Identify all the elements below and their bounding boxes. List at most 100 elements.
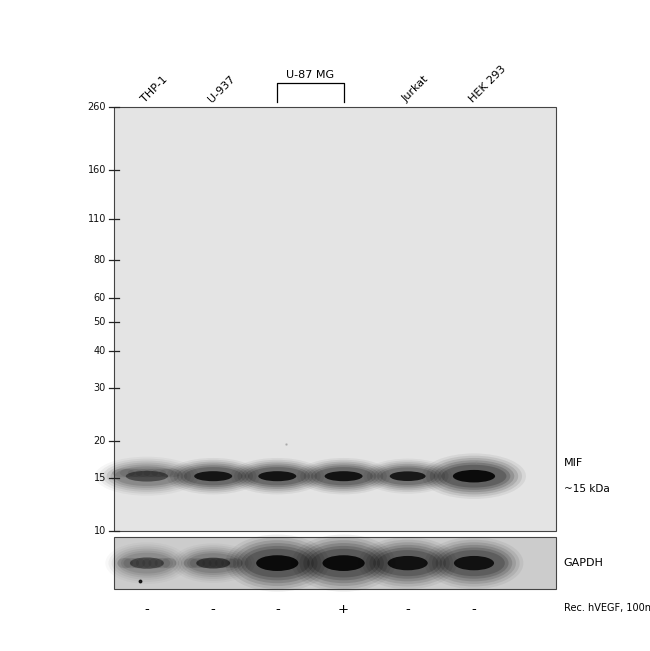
Ellipse shape: [432, 542, 516, 584]
Text: -: -: [275, 603, 280, 616]
Ellipse shape: [209, 558, 224, 568]
Ellipse shape: [370, 462, 445, 490]
Ellipse shape: [434, 460, 514, 492]
Ellipse shape: [114, 466, 179, 486]
Ellipse shape: [221, 558, 237, 568]
Ellipse shape: [120, 469, 142, 477]
Ellipse shape: [136, 558, 151, 568]
Ellipse shape: [377, 550, 439, 576]
Text: 10: 10: [94, 525, 106, 536]
Ellipse shape: [170, 460, 257, 493]
Ellipse shape: [196, 558, 212, 568]
Ellipse shape: [367, 460, 448, 492]
Ellipse shape: [300, 540, 388, 586]
Ellipse shape: [181, 465, 246, 487]
Text: +: +: [338, 603, 349, 616]
Text: -: -: [144, 603, 150, 616]
Ellipse shape: [430, 458, 518, 494]
Text: HEK 293: HEK 293: [467, 64, 508, 104]
Ellipse shape: [99, 458, 195, 493]
Ellipse shape: [174, 462, 253, 491]
Bar: [114, 537, 556, 589]
Ellipse shape: [390, 471, 426, 481]
Ellipse shape: [111, 464, 183, 488]
Ellipse shape: [214, 558, 230, 568]
Text: 20: 20: [94, 436, 106, 445]
Ellipse shape: [117, 558, 133, 568]
Ellipse shape: [443, 550, 505, 576]
Ellipse shape: [159, 469, 182, 477]
Ellipse shape: [292, 534, 396, 592]
Ellipse shape: [127, 469, 150, 477]
Ellipse shape: [118, 551, 176, 575]
Ellipse shape: [453, 470, 495, 482]
Ellipse shape: [428, 540, 519, 587]
Ellipse shape: [161, 558, 177, 568]
Ellipse shape: [297, 458, 391, 494]
Ellipse shape: [380, 467, 436, 485]
Text: 40: 40: [94, 346, 106, 355]
Ellipse shape: [229, 537, 326, 589]
Text: U-87 MG: U-87 MG: [287, 70, 335, 80]
Text: -: -: [406, 603, 410, 616]
Ellipse shape: [226, 534, 330, 592]
Ellipse shape: [237, 543, 318, 583]
Ellipse shape: [324, 471, 363, 481]
Ellipse shape: [436, 545, 512, 581]
Ellipse shape: [130, 558, 146, 568]
Ellipse shape: [245, 549, 310, 577]
Text: 160: 160: [88, 165, 106, 176]
Ellipse shape: [142, 558, 158, 568]
Ellipse shape: [231, 458, 324, 494]
Ellipse shape: [107, 462, 187, 490]
Text: MIF: MIF: [564, 458, 583, 468]
Ellipse shape: [304, 543, 384, 583]
Ellipse shape: [177, 464, 250, 489]
Ellipse shape: [166, 458, 260, 494]
Ellipse shape: [233, 540, 322, 586]
Ellipse shape: [369, 545, 446, 581]
Ellipse shape: [437, 462, 510, 490]
Ellipse shape: [244, 465, 310, 487]
Ellipse shape: [194, 471, 232, 481]
Ellipse shape: [148, 558, 164, 568]
Ellipse shape: [202, 558, 218, 568]
Ellipse shape: [307, 464, 380, 489]
Text: 30: 30: [94, 383, 106, 393]
Text: 50: 50: [94, 316, 106, 327]
Text: -: -: [472, 603, 476, 616]
Ellipse shape: [248, 467, 307, 485]
Ellipse shape: [125, 471, 168, 482]
Ellipse shape: [135, 469, 158, 477]
Ellipse shape: [373, 464, 442, 488]
Ellipse shape: [307, 546, 380, 580]
Ellipse shape: [422, 453, 526, 499]
Text: Rec. hVEGF, 100ng/mL for 48hrs: Rec. hVEGF, 100ng/mL for 48hrs: [564, 603, 650, 613]
Text: -: -: [211, 603, 216, 616]
Ellipse shape: [362, 540, 454, 587]
Ellipse shape: [454, 556, 494, 570]
Ellipse shape: [196, 558, 230, 568]
Ellipse shape: [124, 558, 139, 568]
Ellipse shape: [315, 467, 373, 485]
Ellipse shape: [258, 471, 296, 481]
Ellipse shape: [187, 553, 239, 573]
Ellipse shape: [114, 549, 179, 577]
Bar: [114, 107, 556, 531]
Text: Jurkat: Jurkat: [400, 74, 431, 104]
Ellipse shape: [322, 555, 365, 571]
Ellipse shape: [227, 558, 243, 568]
Ellipse shape: [439, 547, 508, 579]
Ellipse shape: [377, 465, 439, 487]
Ellipse shape: [155, 558, 170, 568]
Ellipse shape: [183, 558, 199, 568]
Ellipse shape: [304, 462, 384, 491]
Ellipse shape: [256, 555, 298, 571]
Ellipse shape: [234, 460, 320, 493]
Ellipse shape: [181, 549, 246, 577]
Ellipse shape: [441, 465, 506, 488]
Ellipse shape: [184, 467, 242, 485]
Ellipse shape: [130, 557, 164, 569]
Text: U-937: U-937: [206, 74, 237, 104]
Ellipse shape: [426, 456, 522, 497]
